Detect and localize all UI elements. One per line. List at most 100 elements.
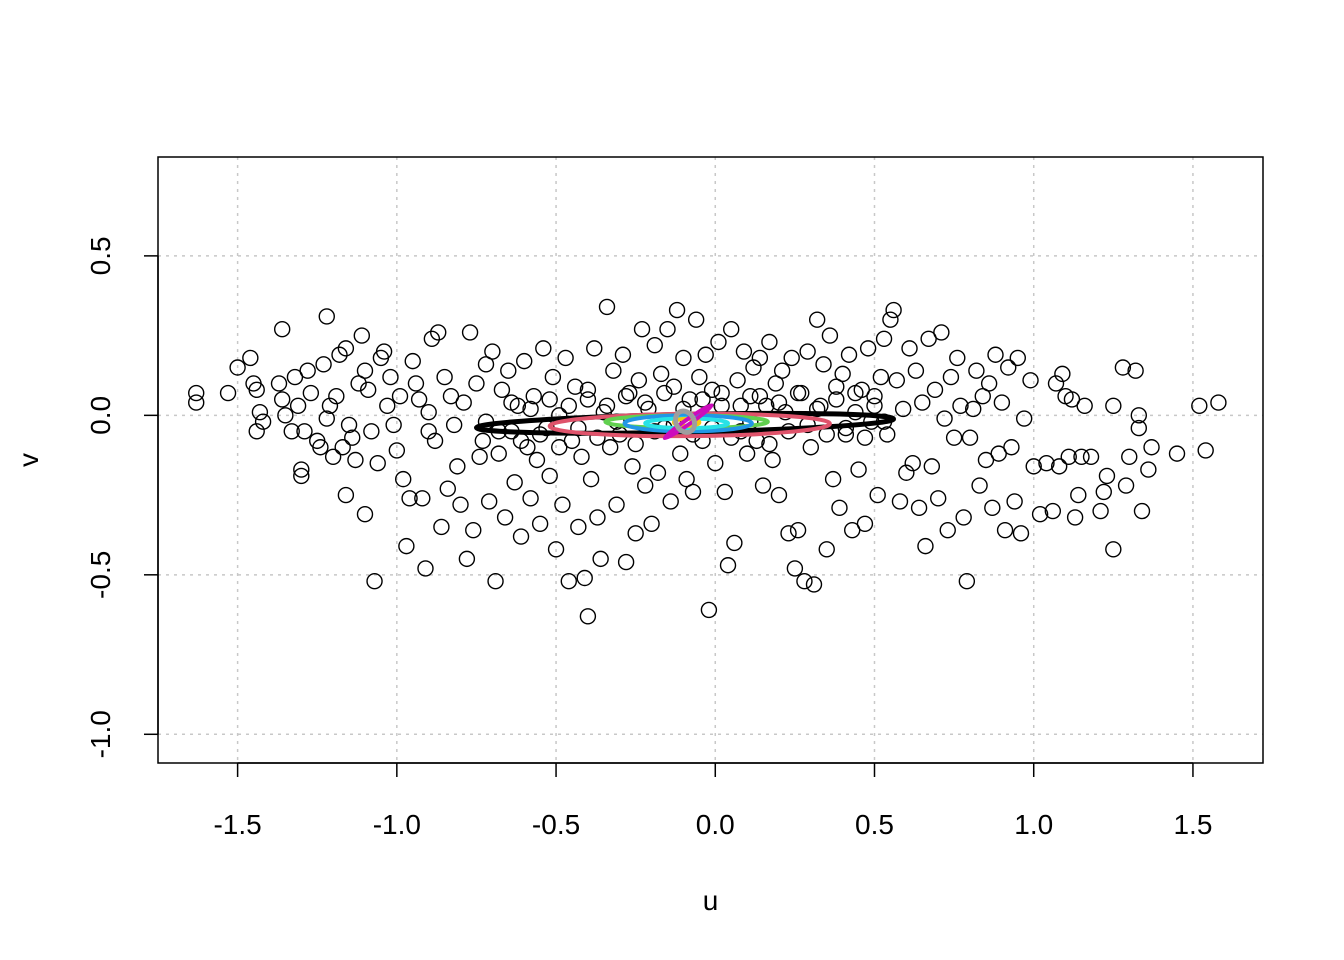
data-point: [328, 388, 345, 405]
data-point: [703, 381, 721, 399]
data-point: [490, 445, 507, 462]
data-point: [512, 528, 530, 545]
data-point: [847, 384, 864, 402]
data-point: [1050, 458, 1068, 475]
data-point: [697, 346, 714, 363]
data-point: [273, 391, 291, 408]
ellipse-overlays: [473, 403, 897, 441]
data-point: [624, 458, 641, 475]
data-point: [353, 327, 371, 344]
data-point: [601, 439, 619, 456]
data-point: [875, 330, 893, 347]
data-point: [496, 509, 514, 526]
data-point: [678, 470, 695, 488]
data-point: [1121, 448, 1138, 466]
data-point: [414, 490, 431, 507]
data-point: [926, 381, 944, 399]
data-point: [366, 573, 383, 590]
ellipse-overlay: [672, 408, 698, 435]
data-point: [933, 324, 950, 341]
data-point: [633, 321, 651, 338]
data-point: [519, 439, 536, 456]
data-point: [818, 541, 835, 558]
data-point: [570, 518, 587, 536]
data-point: [506, 474, 523, 491]
data-point: [493, 381, 511, 399]
data-point: [659, 321, 676, 338]
data-point: [286, 368, 304, 386]
data-point: [828, 378, 845, 395]
data-point: [1038, 454, 1055, 472]
data-point: [901, 340, 918, 357]
data-point: [914, 394, 931, 411]
data-point: [675, 349, 692, 367]
data-point: [277, 407, 294, 424]
data-point: [337, 340, 355, 357]
data-point: [340, 416, 358, 434]
data-point: [939, 521, 956, 539]
data-point: [1140, 461, 1157, 478]
data-point: [672, 445, 689, 462]
data-point: [356, 362, 374, 379]
data-point: [522, 490, 539, 507]
data-point: [458, 550, 476, 568]
data-point: [557, 349, 574, 367]
data-point: [299, 362, 316, 379]
data-point: [668, 301, 686, 319]
data-point: [904, 454, 921, 472]
data-point: [426, 432, 444, 450]
data-point: [1060, 448, 1077, 466]
data-point: [751, 349, 769, 367]
data-point: [729, 372, 746, 389]
data-point: [1197, 442, 1214, 459]
data-point: [643, 515, 660, 532]
data-point: [971, 477, 988, 494]
data-point: [395, 470, 412, 488]
data-point: [907, 362, 925, 379]
data-point: [742, 388, 759, 405]
data-point: [219, 384, 237, 402]
data-point: [598, 397, 616, 414]
data-point: [770, 394, 788, 411]
data-point: [987, 346, 1004, 363]
data-point: [684, 483, 702, 501]
data-point: [296, 423, 313, 440]
data-point: [780, 525, 797, 542]
data-point: [856, 429, 874, 446]
data-point: [449, 458, 466, 475]
data-point: [1095, 483, 1112, 501]
data-point: [745, 359, 762, 376]
data-point: [1003, 439, 1020, 456]
data-point: [1127, 362, 1144, 379]
data-point: [761, 435, 778, 453]
data-point: [525, 388, 542, 405]
data-point: [350, 375, 367, 392]
x-tick-label: -1.0: [373, 809, 421, 840]
data-point: [254, 413, 272, 430]
data-point: [710, 333, 727, 351]
data-point: [719, 557, 737, 574]
x-tick-label: 1.5: [1173, 809, 1212, 840]
data-point: [356, 506, 374, 523]
data-point: [783, 349, 800, 367]
data-point: [487, 573, 504, 590]
data-point: [465, 521, 482, 539]
data-point: [1009, 349, 1026, 367]
data-point: [1031, 506, 1049, 523]
data-point: [859, 340, 877, 357]
data-point: [439, 480, 456, 497]
data-point: [844, 521, 861, 539]
data-point: [312, 439, 329, 456]
data-point: [716, 483, 734, 501]
data-point: [958, 573, 976, 590]
data-point: [474, 432, 492, 450]
data-point: [455, 394, 472, 411]
data-point: [445, 416, 463, 434]
data-point: [1006, 493, 1023, 510]
data-point: [608, 496, 625, 513]
data-point: [293, 467, 310, 485]
data-point: [936, 410, 953, 427]
data-point: [547, 541, 565, 558]
data-point: [1210, 394, 1227, 411]
data-point: [589, 429, 606, 446]
